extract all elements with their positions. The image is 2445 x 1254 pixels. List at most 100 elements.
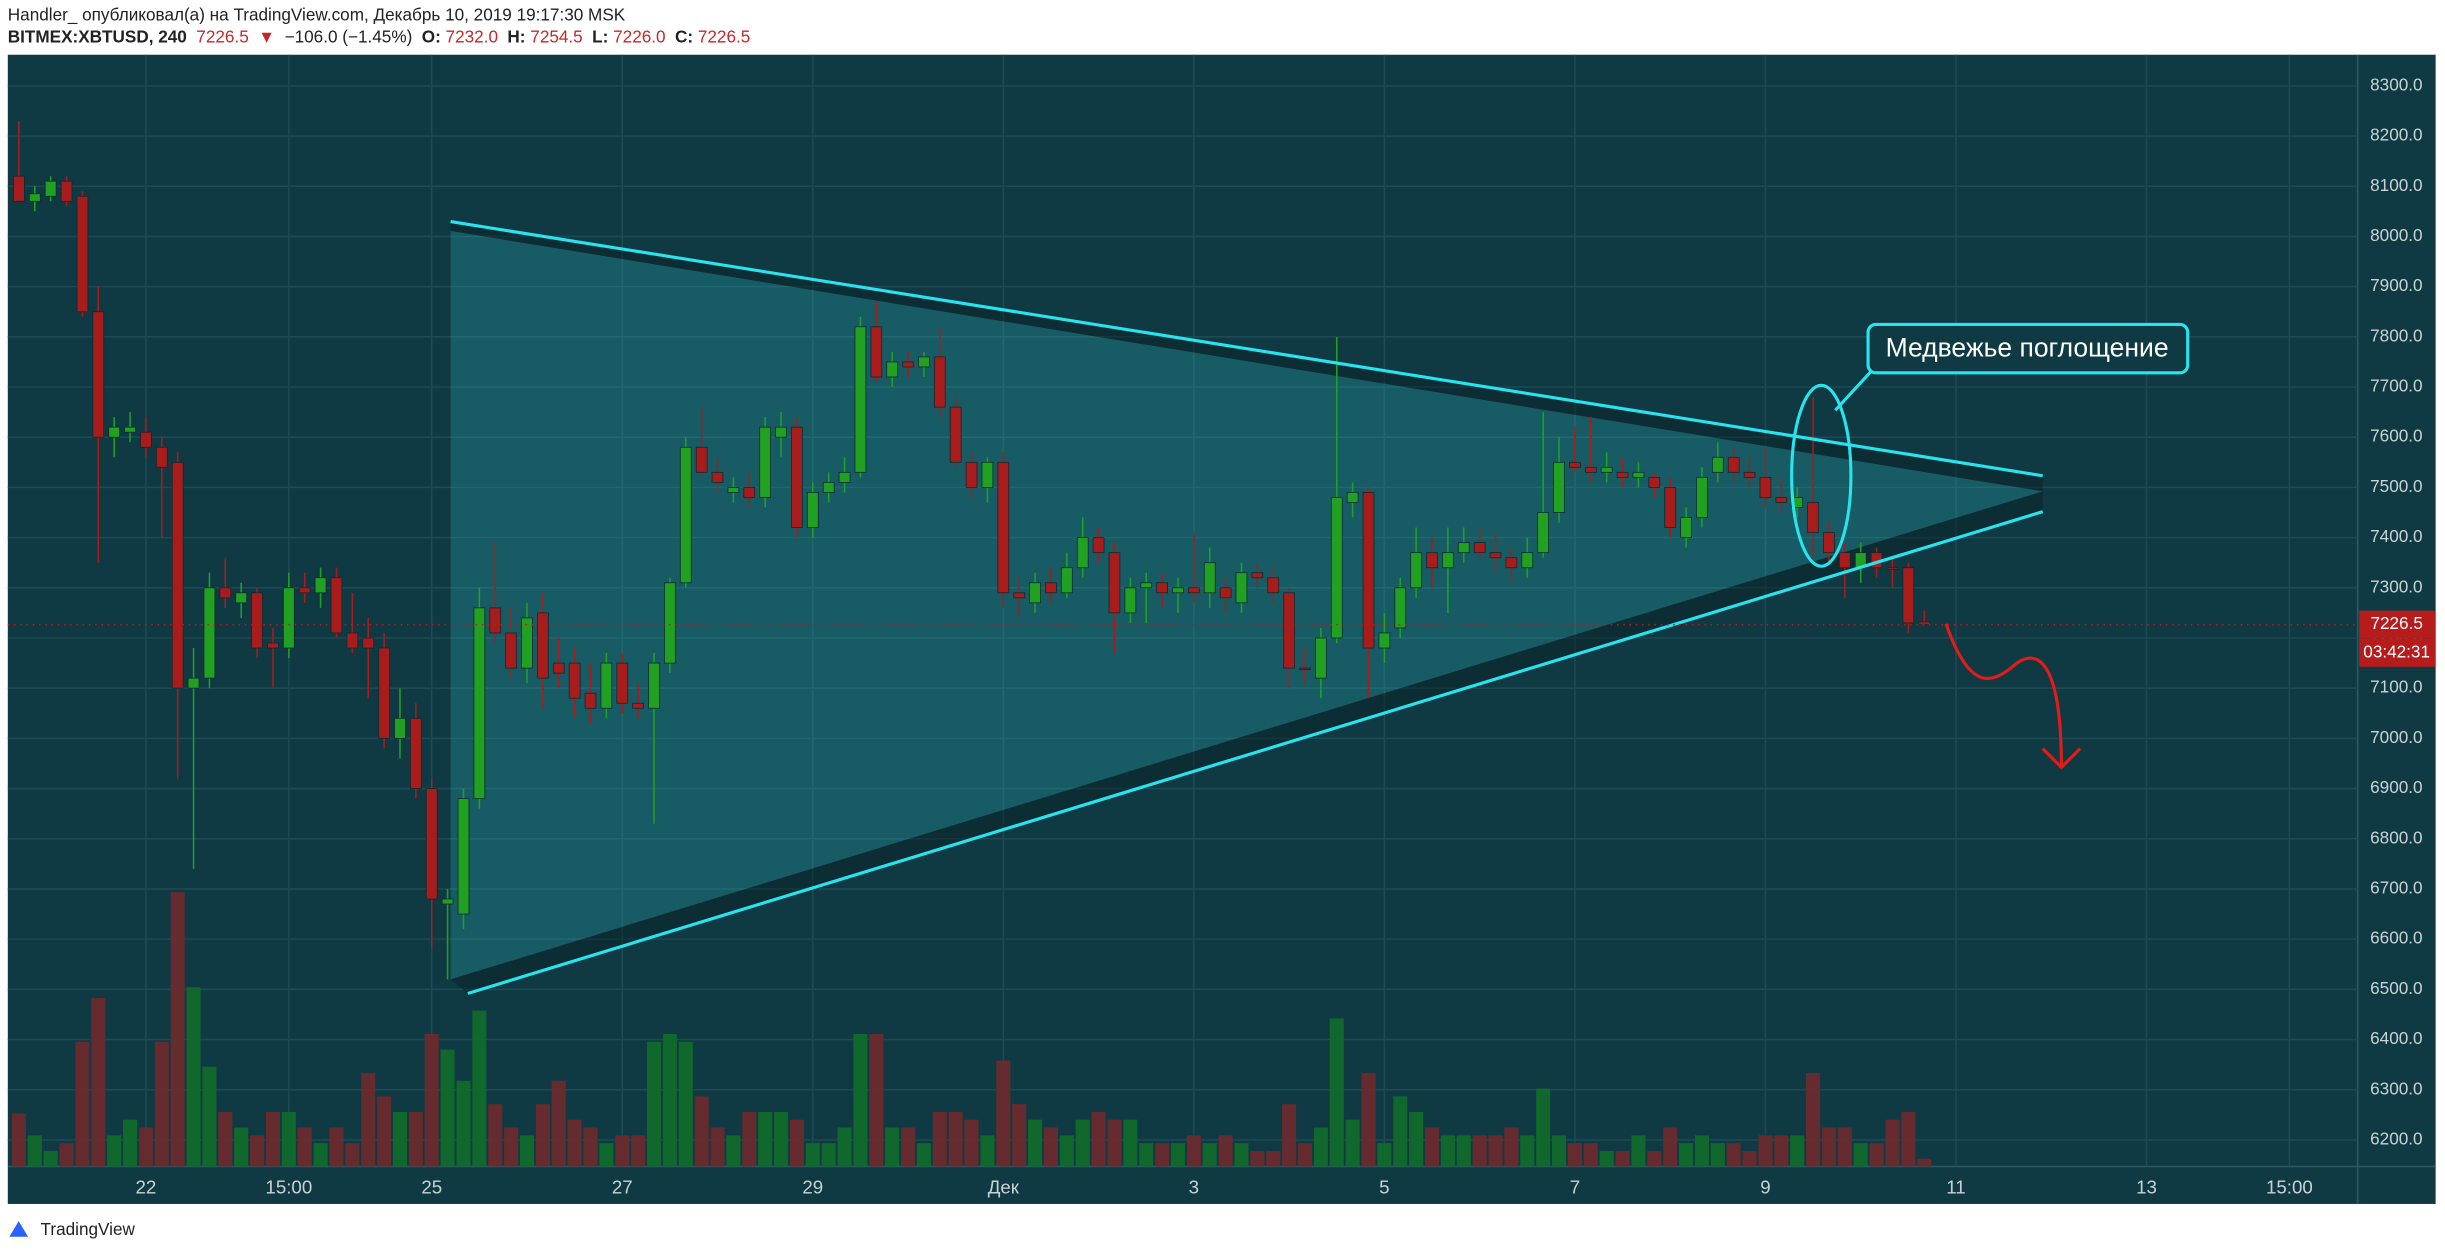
candle-body	[1283, 592, 1295, 669]
chart-pane	[7, 54, 2436, 1204]
candle-body	[537, 612, 549, 679]
candle-body	[997, 461, 1010, 594]
candle-body	[1775, 497, 1788, 503]
candle-body	[902, 361, 914, 368]
x-tick-label: 3	[1189, 1176, 1199, 1197]
volume-bar	[1345, 1119, 1360, 1167]
volume-bar	[615, 1135, 630, 1167]
candle-body	[1521, 552, 1534, 569]
volume-bar	[138, 1127, 153, 1167]
volume-bar	[678, 1041, 693, 1167]
triangle-pattern	[450, 230, 2043, 980]
volume-bar	[1282, 1104, 1297, 1167]
candle-body	[1251, 572, 1264, 579]
close-label: C:	[675, 26, 693, 46]
candle-body	[1902, 567, 1915, 624]
candle-body	[1743, 471, 1756, 478]
candle-body	[1584, 466, 1597, 473]
volume-bar	[853, 1033, 868, 1167]
candle-body	[1156, 582, 1168, 594]
volume-bar	[758, 1111, 773, 1167]
candle-body	[251, 592, 263, 649]
candle-body	[1235, 572, 1248, 604]
x-tick-label: Дек	[988, 1176, 1020, 1197]
volume-bar	[1821, 1127, 1836, 1167]
volume-bar	[1139, 1143, 1154, 1167]
callout-text: Медвежье поглощение	[1886, 332, 2169, 362]
candle-body	[1918, 621, 1931, 626]
volume-bar	[551, 1080, 566, 1167]
candle-body	[1076, 537, 1089, 569]
y-tick-label: 7400.0	[2370, 526, 2422, 546]
volume-bar	[1567, 1143, 1582, 1167]
candle-body	[267, 642, 279, 649]
x-tick-label: 13	[2136, 1176, 2157, 1197]
volume-bar	[234, 1127, 249, 1167]
y-tick-label: 7100.0	[2370, 677, 2422, 697]
volume-bar	[1869, 1143, 1884, 1167]
volume-bar	[27, 1135, 42, 1167]
y-tick-label: 6900.0	[2370, 777, 2422, 797]
close-value: 7226.5	[698, 26, 750, 46]
volume-bar	[774, 1111, 789, 1167]
candle-body	[28, 193, 41, 202]
high-label: H:	[507, 26, 525, 46]
candle-body	[648, 662, 660, 709]
grid	[7, 54, 2358, 1167]
candle-body	[886, 361, 899, 378]
y-tick-label: 7800.0	[2370, 325, 2422, 345]
candle-body	[108, 426, 121, 438]
candle-body	[1616, 471, 1629, 478]
volume-bar	[1218, 1135, 1233, 1167]
candle-body	[1315, 637, 1327, 679]
candle-body	[76, 195, 89, 313]
candle-body	[13, 175, 25, 202]
brand: TradingView	[41, 1219, 136, 1239]
volume-bar	[1361, 1072, 1376, 1167]
candle-body	[1807, 502, 1819, 533]
candle-body	[1838, 552, 1851, 569]
x-tick-label: 29	[802, 1176, 823, 1197]
volume-bar	[1694, 1135, 1709, 1167]
candle-body	[1727, 456, 1740, 473]
y-tick-label: 8200.0	[2370, 125, 2422, 145]
candle-body	[60, 180, 73, 202]
volume-bar	[1059, 1135, 1074, 1167]
y-tick-label: 6600.0	[2370, 928, 2422, 948]
volume-bar	[1377, 1143, 1392, 1167]
volume-bar	[1488, 1135, 1503, 1167]
candle-body	[203, 587, 216, 679]
candle-body	[1537, 512, 1550, 554]
candle-body	[521, 617, 533, 669]
brand-logo	[9, 1221, 29, 1237]
candle-body	[918, 356, 930, 368]
candle-body	[838, 471, 851, 483]
candle-body	[330, 577, 343, 634]
volume-bar	[218, 1111, 233, 1167]
volume-bar	[1790, 1135, 1805, 1167]
callout-box	[1866, 322, 2190, 375]
candle-body	[1664, 487, 1677, 528]
volume-bar	[694, 1096, 709, 1167]
volume-bar	[1726, 1143, 1741, 1167]
volume-bar	[392, 1111, 407, 1167]
x-tick-label: 7	[1570, 1176, 1580, 1197]
y-tick-label: 8100.0	[2370, 175, 2422, 195]
volume-bar	[1107, 1119, 1122, 1167]
candle-body	[1410, 552, 1422, 589]
volume-bar	[996, 1060, 1011, 1167]
candle-body	[489, 607, 502, 634]
candle-body	[1124, 587, 1137, 614]
candle-body	[822, 481, 835, 493]
x-tick-label: 15:00	[2266, 1176, 2313, 1197]
candle-body	[378, 647, 390, 739]
volume-bar	[297, 1127, 312, 1167]
candle-body	[298, 587, 311, 594]
last-price: 7226.5	[196, 26, 248, 46]
candle-body	[187, 677, 200, 689]
volume-bar	[916, 1143, 931, 1167]
lower-trendline	[467, 510, 2044, 995]
y-tick-label: 6200.0	[2370, 1128, 2422, 1148]
volume-bar	[170, 892, 185, 1167]
